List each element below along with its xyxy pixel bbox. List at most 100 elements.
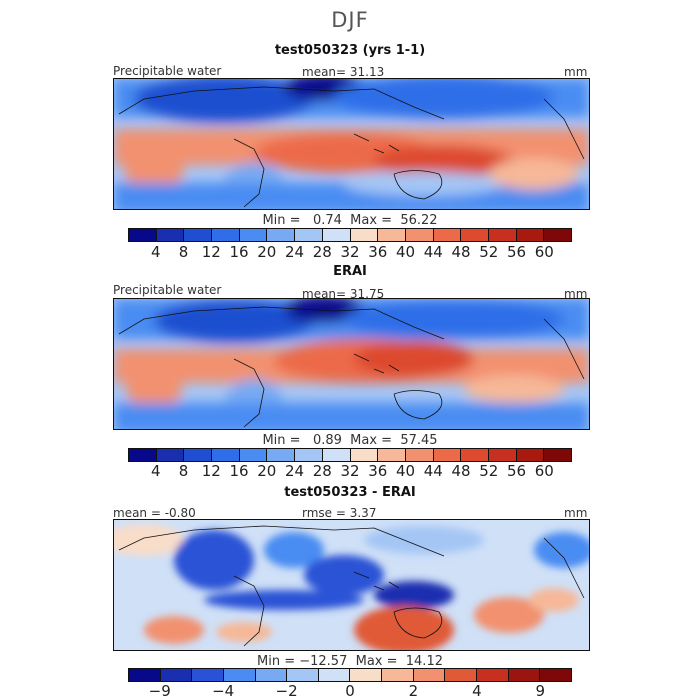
panel3-colorbar-labels: −9 −4 −2 0 2 4 9 — [128, 682, 572, 700]
colorbar-tick-label: 32 — [340, 243, 360, 261]
colorbar-tick-label: 16 — [229, 243, 249, 261]
panel3-map-plot — [114, 520, 589, 650]
colorbar-tick-label: 60 — [534, 243, 554, 261]
panel2-coastlines — [118, 306, 585, 428]
colorbar-swatch — [160, 669, 193, 681]
colorbar-tick-label: 36 — [368, 462, 388, 480]
colorbar-tick-label: 48 — [451, 462, 471, 480]
colorbar-tick-label: 52 — [479, 462, 499, 480]
panel1-colorbar-labels: 4 8 12 16 20 24 28 32 36 40 44 48 52 56 60 — [128, 243, 572, 261]
colorbar-tick-label: −9 — [148, 682, 171, 700]
colorbar-tick-label: 12 — [201, 243, 221, 261]
colorbar-tick-label: 36 — [368, 243, 388, 261]
colorbar-swatch — [212, 229, 240, 241]
colorbar-tick-label: 8 — [178, 243, 189, 261]
colorbar-swatch — [488, 449, 517, 461]
colorbar-swatch — [223, 669, 256, 681]
colorbar-swatch — [516, 229, 545, 241]
panel2-mean-label: mean= 31.75 — [302, 287, 385, 301]
colorbar-tick-label: 4 — [150, 462, 161, 480]
panel3-rmse-label: rmse = 3.37 — [302, 506, 377, 520]
colorbar-tick-label: 9 — [535, 682, 546, 700]
colorbar-swatch — [461, 449, 489, 461]
colorbar-swatch — [255, 669, 288, 681]
colorbar-tick-label: 12 — [201, 462, 221, 480]
colorbar-swatch — [413, 669, 446, 681]
colorbar-tick-label: 56 — [506, 243, 527, 261]
colorbar-swatch — [287, 669, 319, 681]
colorbar-swatch — [267, 229, 296, 241]
colorbar-tick-label: 8 — [178, 462, 189, 480]
colorbar-swatch — [516, 449, 545, 461]
colorbar-swatch — [350, 669, 383, 681]
colorbar-swatch — [184, 449, 213, 461]
colorbar-swatch — [378, 449, 406, 461]
colorbar-swatch — [239, 229, 268, 241]
colorbar-swatch — [350, 449, 379, 461]
colorbar-tick-label: 20 — [257, 243, 277, 261]
panel3-mean-label: mean = -0.80 — [113, 506, 196, 520]
panel1-coastlines — [118, 86, 585, 208]
panel3-min-max: Min = −12.57 Max = 14.12 — [257, 654, 443, 669]
colorbar-swatch — [295, 449, 323, 461]
colorbar-tick-label: 28 — [312, 243, 332, 261]
colorbar-swatch — [129, 449, 157, 461]
colorbar-swatch — [433, 229, 462, 241]
panel3-units-label: mm — [564, 506, 588, 520]
colorbar-tick-label: 44 — [423, 462, 443, 480]
colorbar-swatch — [156, 229, 185, 241]
colorbar-tick-label: 2 — [408, 682, 419, 700]
colorbar-swatch — [477, 669, 509, 681]
panel1-colorbar — [128, 228, 572, 242]
colorbar-tick-label: 0 — [345, 682, 355, 700]
panel1-variable-label: Precipitable water — [113, 64, 222, 78]
colorbar-swatch — [405, 229, 434, 241]
panel3-map — [113, 519, 590, 651]
colorbar-swatch — [461, 229, 489, 241]
colorbar-tick-label: −2 — [275, 682, 298, 700]
colorbar-tick-label: 40 — [395, 243, 416, 261]
colorbar-tick-label: 24 — [284, 243, 305, 261]
colorbar-swatch — [433, 449, 462, 461]
colorbar-swatch — [382, 669, 414, 681]
colorbar-tick-label: 52 — [479, 243, 499, 261]
colorbar-tick-label: 32 — [340, 462, 360, 480]
colorbar-swatch — [212, 449, 240, 461]
colorbar-swatch — [129, 669, 161, 681]
colorbar-swatch — [508, 669, 541, 681]
colorbar-tick-label: 28 — [312, 462, 332, 480]
colorbar-swatch — [378, 229, 406, 241]
colorbar-swatch — [239, 449, 268, 461]
panel2-map-plot — [114, 299, 589, 429]
colorbar-tick-label: 60 — [534, 462, 554, 480]
colorbar-swatch — [540, 669, 571, 681]
panel2-colorbar-labels: 4 8 12 16 20 24 28 32 36 40 44 48 52 56 60 — [128, 462, 572, 480]
panel1-map — [113, 78, 590, 210]
colorbar-swatch — [544, 229, 571, 241]
colorbar-tick-label: 56 — [506, 462, 527, 480]
colorbar-tick-label: 40 — [395, 462, 416, 480]
colorbar-swatch — [295, 229, 323, 241]
colorbar-tick-label: 4 — [472, 682, 482, 700]
colorbar-swatch — [445, 669, 478, 681]
panel1-map-plot — [114, 79, 589, 209]
colorbar-tick-label: 16 — [229, 462, 249, 480]
colorbar-swatch — [350, 229, 379, 241]
colorbar-swatch — [192, 669, 224, 681]
panel2-min-max: Min = 0.89 Max = 57.45 — [262, 433, 438, 448]
colorbar-swatch — [488, 229, 517, 241]
panel3-coastlines — [118, 525, 585, 647]
panel2-colorbar — [128, 448, 572, 462]
colorbar-swatch — [322, 229, 351, 241]
colorbar-swatch — [129, 229, 157, 241]
colorbar-tick-label: 20 — [257, 462, 277, 480]
panel2-map — [113, 298, 590, 430]
colorbar-tick-label: 4 — [150, 243, 161, 261]
colorbar-swatch — [405, 449, 434, 461]
colorbar-tick-label: 44 — [423, 243, 443, 261]
season-title: DJF — [331, 8, 369, 32]
panel1-units-label: mm — [564, 65, 588, 79]
colorbar-swatch — [267, 449, 296, 461]
panel1-min-max: Min = 0.74 Max = 56.22 — [262, 213, 438, 228]
colorbar-swatch — [318, 669, 351, 681]
